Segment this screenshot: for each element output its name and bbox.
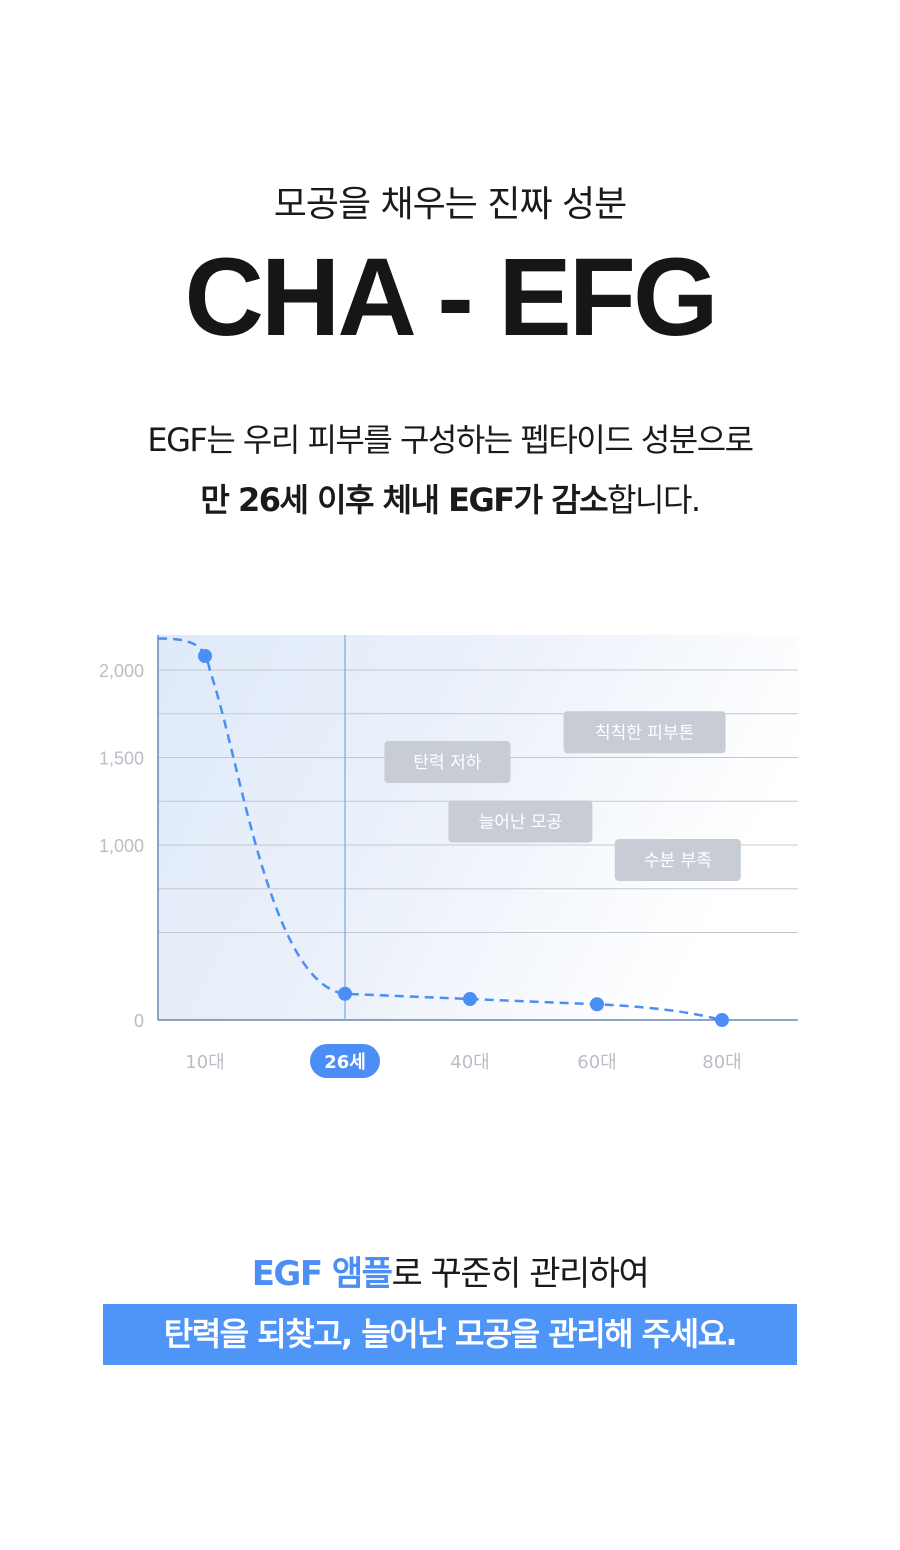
x-tick-highlight-pill [310,1044,380,1078]
data-point [590,997,604,1012]
annotation-label: 탄력 저하 [413,753,481,773]
y-tick-label: 1,000 [99,836,144,856]
description-rest: 합니다. [607,481,701,519]
annotation-label: 늘어난 모공 [479,813,563,833]
x-tick-label: 10대 [185,1052,224,1073]
y-tick-label: 2,000 [99,661,144,681]
description-line-1: EGF는 우리 피부를 구성하는 펩타이드 성분으로 [147,421,754,459]
annotation-label: 칙칙한 피부톤 [595,723,694,743]
x-tick-label: 80대 [702,1052,741,1073]
egf-line-series [157,637,723,1022]
data-point [198,649,212,663]
data-point [338,986,352,1001]
x-tick-label: 40대 [450,1052,489,1073]
data-point [463,992,477,1006]
annotation-tag [448,800,593,843]
page-title: CHA - EFG [184,236,718,359]
x-tick-label: 26세 [324,1052,366,1073]
y-tick-label: 0 [134,1011,144,1031]
description-line-2: 만 26세 이후 체내 EGF가 감소합니다. [0,478,900,522]
data-point [715,1013,729,1027]
annotation-label: 수분 부족 [644,851,712,871]
annotation-tag [614,839,741,881]
page-subtitle: 모공을 채우는 진짜 성분 [273,184,628,225]
description-emphasis: 만 26세 이후 체내 EGF가 감소 [200,481,608,519]
y-tick-label: 1,500 [99,749,144,769]
footer-rest: 로 꾸준히 관리하여 [391,1254,649,1294]
footer-accent: EGF 앰플 [251,1254,393,1294]
annotation-tag [563,711,726,754]
x-tick-label: 60대 [577,1052,616,1073]
annotation-tag [384,741,511,783]
footer-highlight-banner: 탄력을 되찾고, 늘어난 모공을 관리해 주세요. [103,1304,797,1365]
footer-line-1: EGF 앰플로 꾸준히 관리하여 [0,1250,900,1298]
